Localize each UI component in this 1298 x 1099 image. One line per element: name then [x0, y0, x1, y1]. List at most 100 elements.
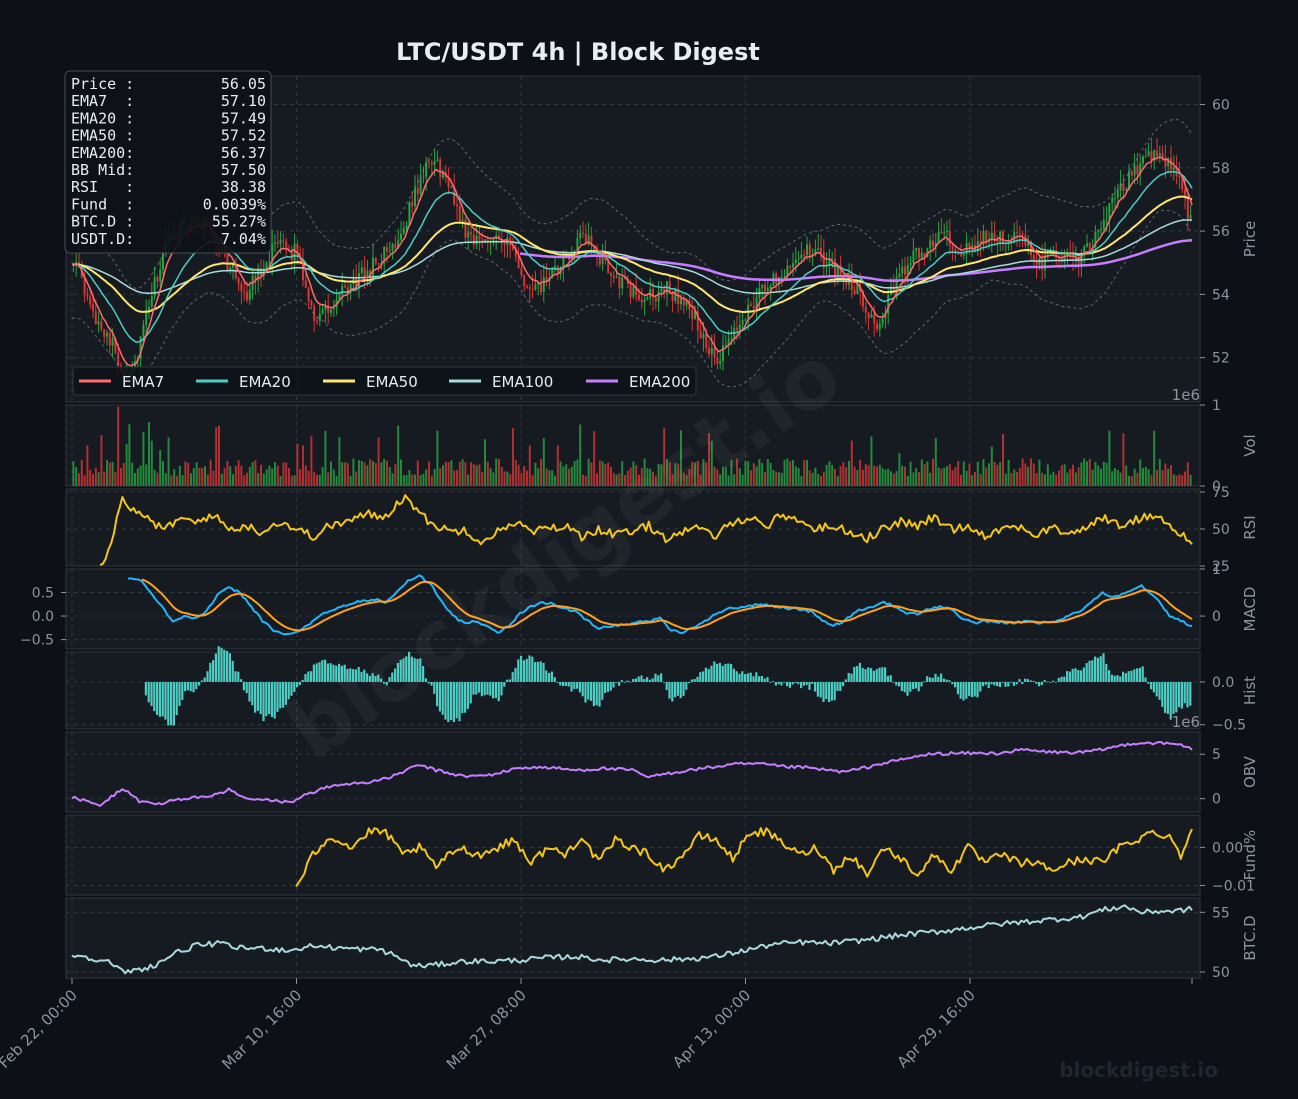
volume-bar — [338, 437, 341, 486]
candle-body — [419, 177, 422, 195]
candle-body — [360, 267, 363, 273]
candle-body — [542, 277, 545, 293]
macd-hist-bar — [1080, 670, 1083, 682]
candle-body — [414, 188, 416, 206]
macd-hist-bar — [746, 673, 749, 682]
candle-body — [1108, 203, 1111, 220]
panel-frame-fund — [65, 814, 1201, 896]
volume-bar — [461, 459, 464, 486]
candle-body — [999, 231, 1002, 242]
info-value: 57.52 — [221, 127, 266, 145]
macd-hist-bar — [1043, 680, 1046, 682]
candle-body — [1147, 151, 1150, 157]
y-tick-label-btcd: 50 — [1212, 965, 1230, 981]
macd-hist-bar — [531, 656, 534, 682]
candle-body — [719, 361, 722, 364]
y-tick-label-fund: 0.00 — [1212, 840, 1243, 856]
candle-body — [895, 277, 898, 293]
candle-body — [268, 261, 271, 263]
macd-hist-bar — [601, 681, 604, 700]
macd-hist-bar — [203, 677, 206, 682]
volume-bar — [1178, 474, 1181, 486]
macd-hist-bar — [1063, 676, 1066, 682]
macd-hist-bar — [539, 661, 542, 682]
volume-bar — [1060, 465, 1063, 486]
volume-bar — [187, 462, 190, 486]
volume-bar — [486, 461, 489, 486]
macd-hist-bar — [1010, 681, 1013, 683]
volume-bar — [195, 462, 198, 486]
volume-bar — [120, 467, 122, 486]
volume-bar — [108, 462, 111, 486]
volume-bar — [643, 458, 646, 486]
candle-body — [1144, 156, 1147, 158]
macd-hist-bar — [416, 658, 419, 682]
volume-bar — [344, 462, 346, 486]
macd-hist-bar — [590, 681, 593, 701]
y-tick-label-left-macd: 0.0 — [32, 609, 54, 625]
volume-bar — [876, 466, 878, 486]
volume-bar — [789, 461, 792, 486]
macd-hist-bar — [447, 681, 450, 723]
macd-hist-bar — [469, 681, 472, 704]
macd-hist-bar — [643, 679, 646, 682]
volume-bar — [1044, 474, 1046, 486]
candle-body — [864, 306, 867, 313]
volume-bar — [1119, 472, 1122, 486]
macd-hist-bar — [321, 660, 324, 682]
volume-bar — [780, 472, 783, 486]
macd-hist-bar — [780, 681, 783, 686]
volume-bar — [694, 462, 696, 486]
macd-hist-bar — [886, 675, 889, 682]
candle-body — [456, 204, 458, 207]
macd-hist-bar — [660, 673, 663, 682]
volume-bar — [937, 467, 940, 486]
macd-hist-bar — [287, 681, 290, 700]
macd-hist-bar — [755, 672, 758, 682]
candle-body — [332, 308, 335, 310]
macd-hist-bar — [763, 678, 766, 682]
macd-hist-bar — [492, 681, 495, 699]
info-label: EMA200: — [71, 144, 134, 162]
macd-hist-bar — [931, 677, 934, 682]
volume-bar — [940, 468, 943, 486]
volume-bar — [948, 464, 951, 486]
macd-hist-bar — [170, 681, 173, 726]
macd-hist-bar — [394, 668, 397, 682]
panel-hist: 0.0 −0.5 Hist — [65, 646, 1259, 734]
macd-hist-bar — [172, 681, 175, 726]
volume-bar — [220, 473, 223, 486]
y-axis-label-price: Price — [1241, 221, 1259, 258]
macd-hist-bar — [654, 673, 657, 682]
macd-hist-bar — [312, 664, 315, 682]
volume-bar — [668, 462, 671, 486]
volume-bar — [349, 475, 352, 486]
macd-hist-bar — [368, 675, 371, 682]
candle-body — [111, 338, 114, 346]
volume-bar — [1164, 463, 1167, 486]
volume-bar — [551, 470, 554, 486]
macd-hist-bar — [903, 681, 906, 693]
candle-body — [853, 290, 856, 295]
y-tick-label-macd: 0 — [1212, 609, 1221, 625]
volume-bar — [1167, 468, 1170, 486]
volume-bar — [649, 468, 652, 486]
candle-body — [789, 265, 792, 268]
candle-body — [1178, 176, 1181, 178]
volume-bar — [391, 473, 394, 486]
candle-body — [304, 280, 307, 288]
candle-body — [660, 289, 663, 292]
macd-hist-bar — [475, 681, 478, 695]
macd-hist-bar — [217, 646, 220, 682]
macd-hist-bar — [346, 668, 349, 682]
candle-body — [828, 260, 831, 267]
macd-hist-bar — [419, 658, 422, 682]
candle-body — [425, 161, 428, 177]
macd-hist-bar — [856, 666, 859, 682]
macd-hist-bar — [301, 679, 304, 682]
macd-hist-bar — [1071, 668, 1074, 682]
volume-bar — [500, 466, 503, 486]
macd-hist-bar — [396, 662, 399, 682]
candle-body — [727, 338, 730, 345]
candle-body — [363, 267, 366, 277]
